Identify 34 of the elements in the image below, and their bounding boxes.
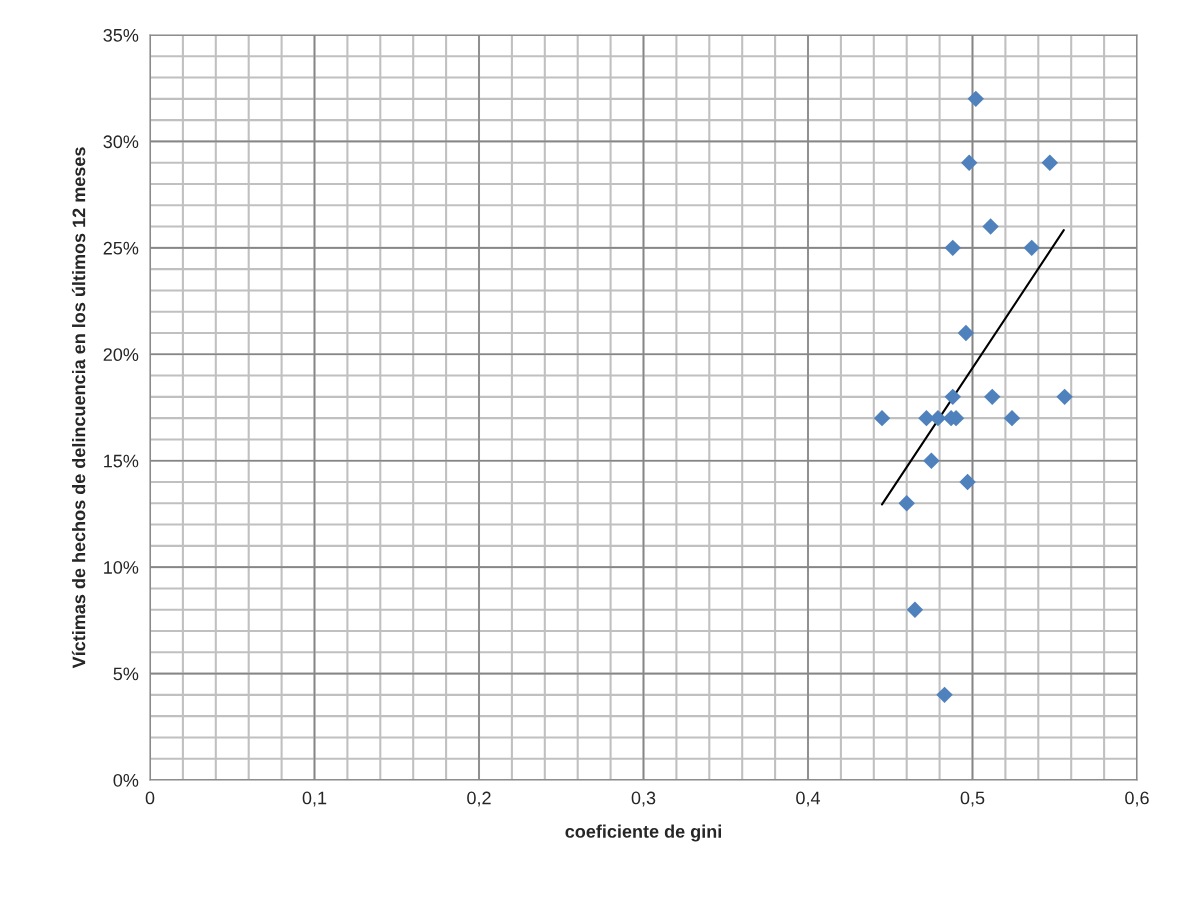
point <box>944 239 961 257</box>
point <box>1041 154 1059 171</box>
point <box>984 388 1001 406</box>
point <box>906 601 924 618</box>
y-tick-label: 35% <box>103 28 139 42</box>
y-tick-label: 0% <box>113 773 139 787</box>
point <box>1003 409 1021 427</box>
x-tick-label: 0,6 <box>1125 791 1149 807</box>
point <box>982 218 999 235</box>
point <box>957 324 975 342</box>
point <box>959 473 976 491</box>
point <box>873 409 891 427</box>
x-tick-label: 0,3 <box>631 791 656 807</box>
y-tick-label: 10% <box>104 561 139 574</box>
y-tick-label: 5% <box>113 667 139 681</box>
y-tick-label: 30% <box>103 135 139 149</box>
x-tick-label: 0,4 <box>796 791 821 807</box>
y-tick-label: 20% <box>103 348 139 362</box>
y-axis-title: Víctimas de hechos de delincuencia en los últimos 12 meses <box>71 147 86 669</box>
point <box>936 686 953 704</box>
x-tick-label: 0,5 <box>960 791 985 807</box>
point <box>944 388 961 406</box>
x-tick-label: 0,2 <box>467 791 491 807</box>
y-tick-label: 25% <box>103 241 139 255</box>
point <box>923 452 940 469</box>
x-tick-label: 0 <box>145 791 155 805</box>
point <box>1056 388 1073 406</box>
point <box>967 90 985 108</box>
x-axis-title: coeficiente de gini <box>565 824 721 842</box>
y-tick-label: 15% <box>104 454 139 468</box>
point <box>960 154 978 171</box>
point <box>898 495 915 512</box>
point <box>1023 239 1040 257</box>
x-tick-label: 0,1 <box>302 791 327 807</box>
